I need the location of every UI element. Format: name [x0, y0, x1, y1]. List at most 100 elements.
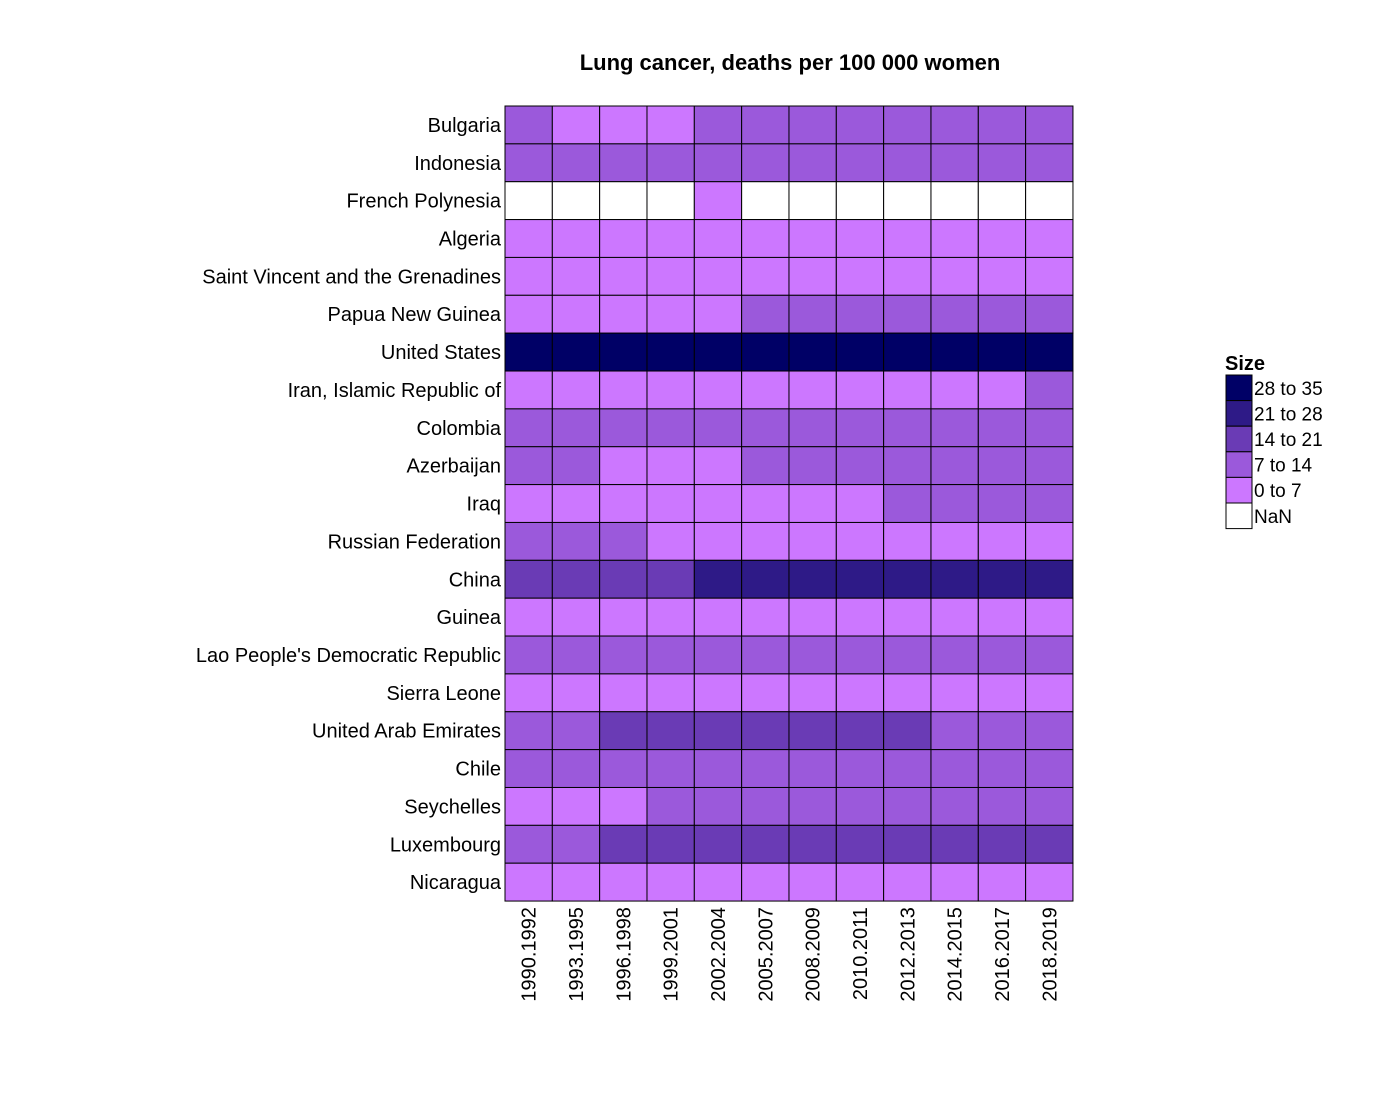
heatmap-cell [693, 370, 743, 410]
heatmap-cell [551, 484, 601, 523]
heatmap-cell [930, 862, 979, 902]
legend-label: NaN [1254, 507, 1292, 528]
heatmap-cell [883, 824, 932, 864]
heatmap-cell [504, 219, 553, 258]
heatmap-cell [883, 711, 932, 751]
row-label: Colombia [417, 418, 502, 440]
heatmap-cell [646, 294, 695, 334]
heatmap-cell [646, 332, 695, 372]
heatmap-cell [835, 332, 885, 372]
heatmap-cell [504, 786, 553, 826]
heatmap-cell [646, 256, 695, 296]
heatmap-cell [551, 862, 601, 902]
heatmap-cell [551, 332, 601, 372]
heatmap-cell [788, 749, 837, 788]
heatmap-cell [551, 143, 601, 183]
heatmap-cell [741, 749, 790, 788]
heatmap-cell [788, 597, 837, 637]
legend-label: 28 to 35 [1254, 379, 1323, 400]
heatmap-cell [646, 862, 695, 902]
heatmap-cell [646, 408, 695, 448]
heatmap-cell [977, 446, 1027, 486]
heatmap-cell [930, 635, 979, 675]
heatmap-cell [788, 711, 837, 751]
heatmap-cell [741, 294, 790, 334]
heatmap-cell [1025, 256, 1074, 296]
column-labels: 1990.1992 1993.1995 1996.1998 1999.2001 2002… [519, 907, 1062, 1002]
heatmap-cell [835, 635, 885, 675]
heatmap-cell [1025, 635, 1074, 675]
heatmap-cell [930, 256, 979, 296]
heatmap-cell [930, 711, 979, 751]
heatmap-cell [551, 559, 601, 599]
heatmap-cell [1025, 370, 1074, 410]
heatmap-cell [930, 521, 979, 561]
heatmap-cell [977, 408, 1027, 448]
heatmap-cell [599, 862, 648, 902]
heatmap-cell [1025, 559, 1074, 599]
heatmap-cell [788, 673, 837, 713]
heatmap-cell [883, 673, 932, 713]
heatmap-cell [977, 143, 1027, 183]
heatmap-cell [741, 521, 790, 561]
heatmap-cell [788, 219, 837, 258]
heatmap-cell [835, 673, 885, 713]
heatmap-cell [599, 635, 648, 675]
heatmap-cell [599, 332, 648, 372]
heatmap-cell [930, 597, 979, 637]
heatmap-cell [551, 824, 601, 864]
heatmap-cell [599, 749, 648, 788]
heatmap-cell [551, 786, 601, 826]
heatmap-cell [693, 673, 743, 713]
heatmap-cell [599, 484, 648, 523]
heatmap-cell [693, 181, 743, 221]
heatmap-cell [883, 597, 932, 637]
heatmap-cell [788, 256, 837, 296]
heatmap-cell [646, 484, 695, 523]
heatmap-cells [504, 105, 1074, 902]
heatmap-cell [1025, 711, 1074, 751]
heatmap-cell [504, 446, 553, 486]
heatmap-cell [883, 635, 932, 675]
row-label: Iraq [467, 494, 501, 516]
heatmap-cell [741, 181, 790, 221]
row-label: Chile [455, 759, 501, 781]
legend-label: 14 to 21 [1254, 430, 1323, 451]
heatmap-cell [504, 824, 553, 864]
heatmap-cell [504, 635, 553, 675]
heatmap-cell [599, 181, 648, 221]
heatmap-cell [646, 711, 695, 751]
column-label: 2002.2004 [708, 907, 730, 1002]
legend-swatch [1225, 400, 1253, 427]
heatmap-cell [741, 711, 790, 751]
heatmap-cell [788, 332, 837, 372]
heatmap-cell [551, 408, 601, 448]
heatmap-cell [930, 408, 979, 448]
heatmap-cell [646, 446, 695, 486]
column-label: 1990.1992 [519, 907, 541, 1002]
heatmap-cell [599, 256, 648, 296]
heatmap-cell [693, 711, 743, 751]
heatmap-cell [883, 408, 932, 448]
heatmap-cell [693, 408, 743, 448]
heatmap-cell [930, 370, 979, 410]
row-label: Nicaragua [410, 872, 502, 894]
row-label: Seychelles [404, 796, 501, 818]
legend-swatch [1225, 451, 1253, 478]
heatmap-cell [977, 181, 1027, 221]
legend-title: Size [1225, 353, 1265, 375]
legend-label: 7 to 14 [1254, 456, 1313, 477]
heatmap-cell [930, 484, 979, 523]
column-label: 2012.2013 [897, 907, 919, 1002]
heatmap-cell [788, 370, 837, 410]
row-label: Indonesia [414, 153, 502, 175]
heatmap-cell [741, 786, 790, 826]
column-label: 2016.2017 [992, 907, 1014, 1002]
heatmap-cell [883, 181, 932, 221]
heatmap-cell [1025, 597, 1074, 637]
heatmap-cell [741, 824, 790, 864]
heatmap-cell [883, 143, 932, 183]
heatmap-cell [977, 635, 1027, 675]
heatmap-cell [551, 294, 601, 334]
column-label: 2010.2011 [850, 907, 872, 1000]
